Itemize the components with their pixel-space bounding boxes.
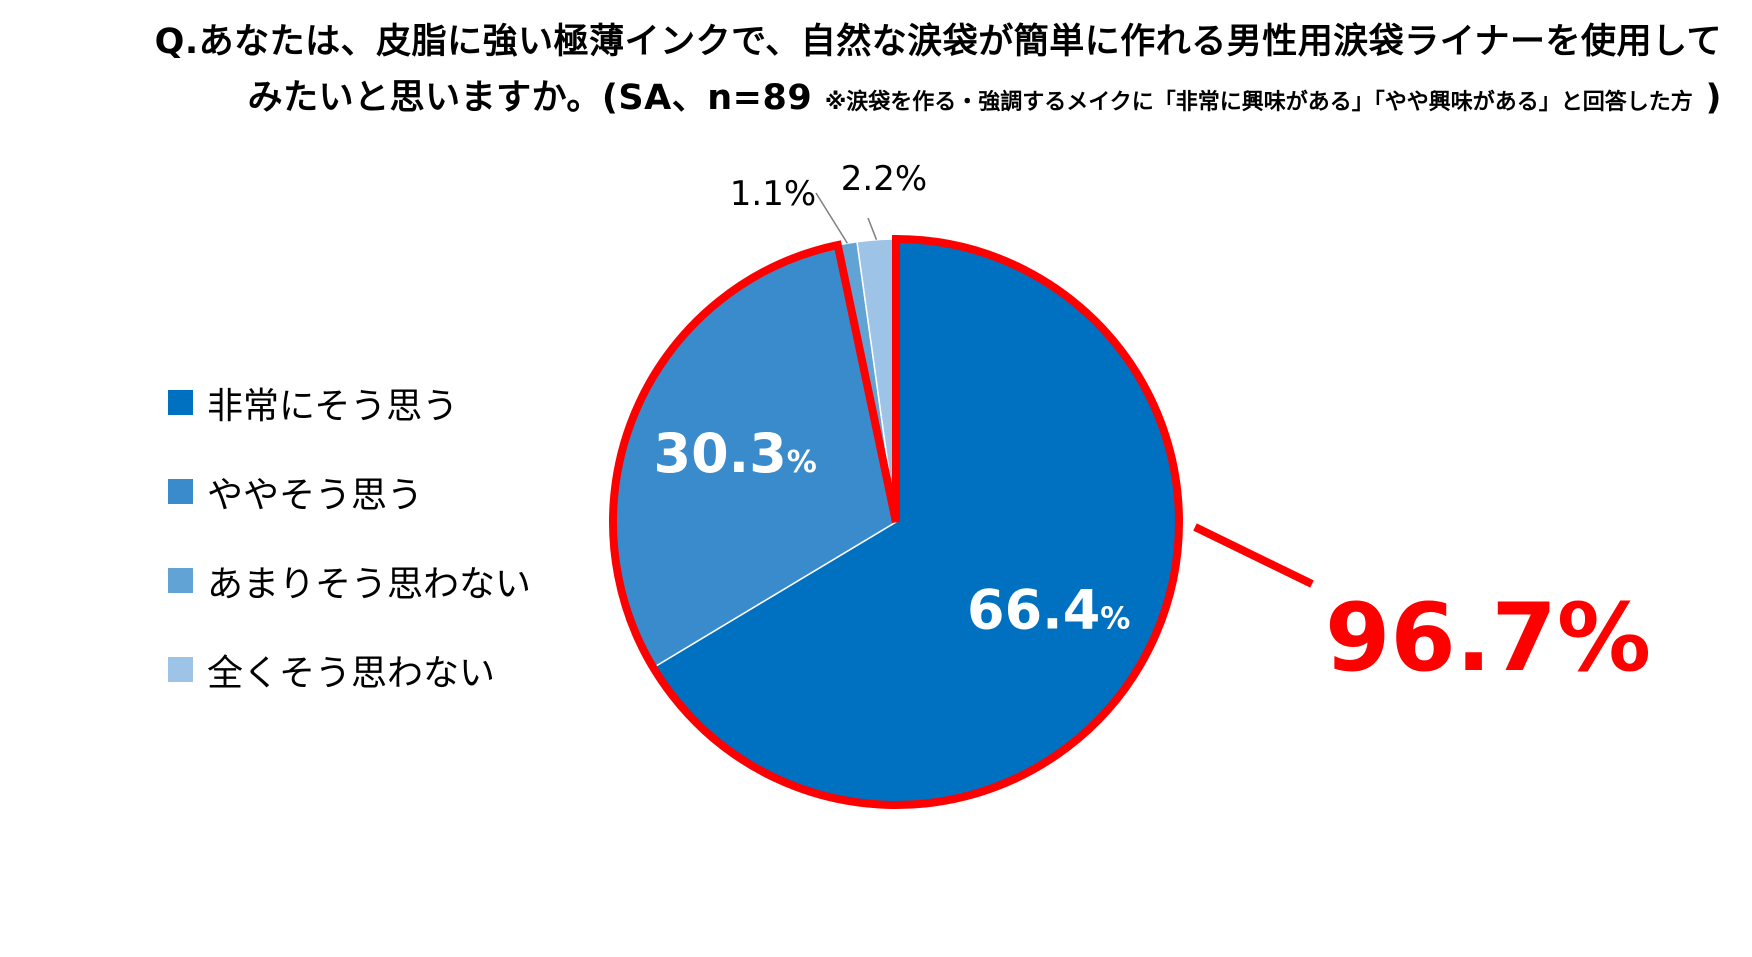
legend-item-2: あまりそう思わない <box>168 536 531 625</box>
pie-labels: 66.4% 30.3% 1.1% 2.2% <box>654 159 1131 641</box>
slice-value-label-3: 2.2% <box>841 159 927 199</box>
highlight-outline <box>609 234 1183 809</box>
legend-swatch-2 <box>168 568 193 593</box>
chart-title: Q.あなたは、皮脂に強い極薄インクで、自然な涙袋が簡単に作れる男性用涙袋ライナー… <box>155 14 1722 131</box>
legend-swatch-3 <box>168 657 193 682</box>
legend-label-3: 全くそう思わない <box>207 652 496 694</box>
legend-item-0: 非常にそう思う <box>168 358 531 447</box>
title-line-2-main: みたいと思いますか。(SA、n=89 <box>247 78 813 118</box>
title-line-1: Q.あなたは、皮脂に強い極薄インクで、自然な涙袋が簡単に作れる男性用涙袋ライナー… <box>154 22 1722 62</box>
title-line-2: みたいと思いますか。(SA、n=89 ※涙袋を作る・強調するメイクに「非常に興味… <box>155 70 1722 131</box>
legend-item-1: ややそう思う <box>168 447 531 536</box>
leader-line-2 <box>815 192 848 244</box>
legend: 非常にそう思う ややそう思う あまりそう思わない 全くそう思わない <box>168 358 531 714</box>
title-close-paren: ) <box>1705 78 1722 118</box>
legend-swatch-1 <box>168 479 193 504</box>
highlight-total-label: 96.7% <box>1325 584 1651 693</box>
leader-lines <box>815 192 878 244</box>
title-note: ※涙袋を作る・強調するメイクに「非常に興味がある」「やや興味がある」と回答した方 <box>824 90 1693 115</box>
slice-value-label-1: 30.3% <box>654 422 817 485</box>
legend-item-3: 全くそう思わない <box>168 625 531 714</box>
leader-line-3 <box>867 217 878 240</box>
highlight-leader-line <box>1193 523 1314 588</box>
legend-swatch-0 <box>168 390 193 415</box>
slice-value-label-2: 1.1% <box>730 174 816 214</box>
legend-label-1: ややそう思う <box>207 474 424 516</box>
legend-label-0: 非常にそう思う <box>207 385 459 427</box>
slice-value-label-0: 66.4% <box>967 578 1130 641</box>
legend-label-2: あまりそう思わない <box>207 563 532 605</box>
